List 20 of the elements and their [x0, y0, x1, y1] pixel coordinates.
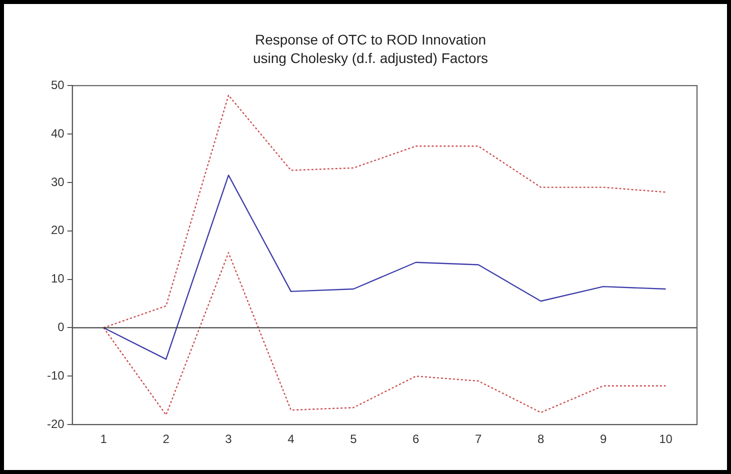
x-tick-label: 4 — [288, 432, 295, 446]
x-tick-label: 2 — [162, 432, 170, 446]
y-tick-label: 40 — [50, 126, 65, 140]
x-tick-label: 8 — [537, 432, 544, 446]
x-tick-label: 10 — [659, 432, 673, 446]
y-tick-label: 50 — [50, 78, 65, 92]
x-tick-label: 6 — [412, 432, 420, 446]
chart-subtitle: using Cholesky (d.f. adjusted) Factors — [253, 50, 488, 66]
y-tick-label: -10 — [47, 368, 65, 382]
y-tick-label: 10 — [50, 272, 65, 286]
x-tick-label: 5 — [350, 432, 358, 446]
y-tick-label: 30 — [50, 174, 65, 189]
y-tick-label: -20 — [47, 416, 65, 431]
y-tick-label: 20 — [50, 223, 65, 238]
x-tick-label: 3 — [225, 432, 232, 446]
x-tick-label: 9 — [600, 432, 607, 446]
x-tick-label: 1 — [100, 432, 108, 446]
x-tick-label: 7 — [475, 432, 482, 446]
y-tick-label: 0 — [58, 320, 65, 334]
chart-title: Response of OTC to ROD Innovation — [254, 31, 486, 48]
